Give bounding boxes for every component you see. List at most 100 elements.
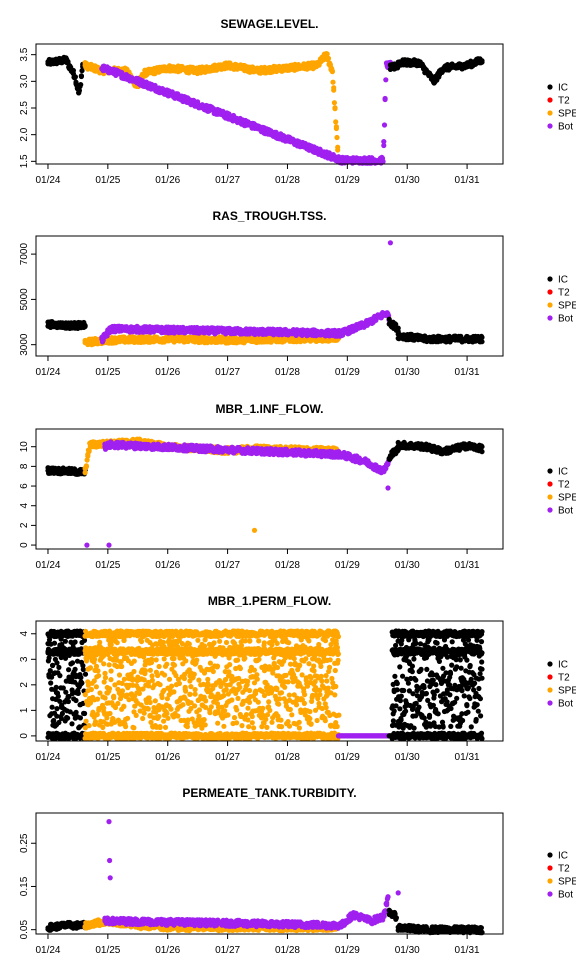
data-point (48, 680, 54, 686)
legend-label: T2 (558, 96, 570, 107)
legend-marker (547, 494, 553, 500)
y-tick-label: 10 (19, 441, 30, 453)
x-tick-label: 01/25 (95, 367, 120, 378)
legend-label: Bot (558, 314, 573, 325)
data-point (381, 142, 387, 149)
y-tick-label: 2 (19, 522, 30, 528)
data-points (45, 436, 485, 548)
data-point (65, 715, 71, 721)
x-tick-label: 01/27 (215, 175, 240, 186)
data-point (331, 100, 337, 106)
x-tick-label: 01/27 (215, 367, 240, 378)
data-point (54, 706, 60, 712)
data-point (383, 77, 389, 83)
x-tick-label: 01/29 (335, 175, 360, 186)
x-tick-label: 01/24 (35, 560, 60, 571)
x-tick-label: 01/26 (155, 560, 180, 571)
data-point (63, 689, 69, 695)
y-tick-label: 3.0 (19, 74, 30, 88)
legend-marker (547, 315, 553, 321)
data-point (72, 639, 78, 645)
legend-label: SPE (558, 301, 576, 312)
y-tick-label: 2.0 (19, 127, 30, 141)
legend-label: SPE (558, 493, 576, 504)
chart-panel-3: MBR_1.INF_FLOW.01/24 01/25 01/26 01/27 01/28… (19, 402, 576, 571)
data-point (78, 674, 84, 681)
data-point (479, 444, 485, 450)
y-tick-label: 5000 (19, 288, 30, 311)
legend-marker (547, 123, 553, 129)
data-point (75, 690, 81, 697)
chart-title: MBR_1.INF_FLOW. (215, 402, 323, 416)
legend-label: T2 (558, 288, 570, 299)
y-tick-label: 3.5 (19, 47, 30, 61)
legend-label: IC (558, 275, 568, 286)
legend-label: IC (558, 83, 568, 94)
chart-title: SEWAGE.LEVEL. (220, 17, 318, 31)
data-point (53, 684, 59, 691)
legend-label: SPE (558, 109, 576, 120)
chart-title: MBR_1.PERM_FLOW. (208, 594, 331, 608)
plot-frame (35, 43, 504, 165)
x-tick-label: 01/30 (395, 367, 420, 378)
data-point (78, 73, 84, 80)
y-tick-label: 3000 (19, 333, 30, 356)
x-tick-label: 01/25 (95, 560, 120, 571)
data-point (479, 449, 485, 455)
data-point (66, 667, 72, 673)
data-point (65, 698, 71, 705)
data-point (76, 87, 82, 94)
data-point (382, 95, 388, 102)
x-tick-label: 01/28 (275, 367, 300, 378)
x-tick-label: 01/29 (335, 560, 360, 571)
legend-marker (547, 507, 553, 513)
data-point (330, 79, 336, 85)
x-tick-label: 01/28 (275, 175, 300, 186)
legend-marker (547, 481, 553, 487)
data-point (333, 119, 339, 125)
data-point (69, 721, 75, 727)
legend-marker (547, 84, 553, 90)
x-tick-label: 01/30 (395, 175, 420, 186)
data-point (331, 85, 337, 91)
data-point (72, 74, 78, 80)
data-point (77, 715, 83, 721)
data-point (333, 124, 339, 130)
data-point (51, 640, 58, 646)
y-tick-label: 6 (19, 483, 30, 489)
data-point (84, 542, 90, 548)
data-points (45, 51, 485, 166)
y-tick-label: 1.5 (19, 154, 30, 168)
data-point (83, 463, 89, 469)
data-point (54, 690, 61, 696)
data-point (49, 704, 55, 710)
data-point (329, 69, 335, 75)
x-tick-label: 01/28 (275, 560, 300, 571)
data-point (332, 105, 338, 111)
data-point (82, 323, 88, 330)
data-point (73, 697, 79, 704)
data-point (57, 673, 63, 679)
data-point (79, 68, 85, 74)
legend-label: Bot (558, 506, 573, 517)
legend-label: T2 (558, 480, 570, 491)
data-point (380, 158, 386, 165)
x-tick-label: 01/31 (455, 367, 480, 378)
x-tick-label: 01/25 (95, 175, 120, 186)
data-point (479, 334, 485, 340)
x-tick-label: 01/26 (155, 175, 180, 186)
x-tick-label: 01/24 (35, 367, 60, 378)
data-point (479, 58, 485, 64)
chart-panel-1: SEWAGE.LEVEL.01/24 01/25 01/26 01/27 01/28 01… (19, 17, 576, 186)
data-point (335, 147, 341, 153)
chart-title: RAS_TROUGH.TSS. (212, 209, 326, 223)
y-tick-label: 8 (19, 463, 30, 469)
data-points (45, 628, 485, 742)
legend-marker (547, 276, 553, 282)
data-point (69, 660, 76, 666)
chart-panel-4: MBR_1.PERM_FLOW.01/24 01/25 01/26 01/27 01/2… (19, 594, 576, 763)
data-point (62, 638, 68, 644)
data-point (86, 448, 92, 454)
